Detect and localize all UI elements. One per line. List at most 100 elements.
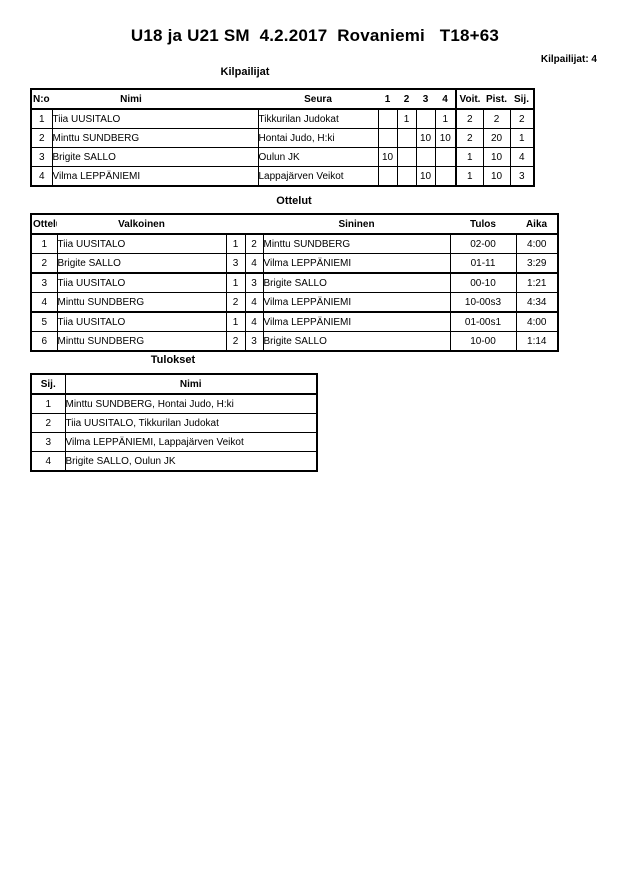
cell-blue: Brigite SALLO bbox=[262, 272, 451, 293]
table-row: 2 Brigite SALLO 3 4 Vilma LEPPÄNIEMI 01-… bbox=[30, 253, 559, 274]
cell-no: 3 bbox=[30, 147, 53, 167]
cell-club: Tikkurilan Judokat bbox=[257, 108, 379, 129]
cell-result: 10-00 bbox=[449, 331, 517, 352]
col-header-m2: 2 bbox=[397, 88, 416, 110]
competitors-header-row: N:o Nimi Seura 1 2 3 4 Voit. Pist. Sij. bbox=[31, 88, 534, 110]
cell-no: 4 bbox=[30, 166, 53, 187]
table-row: 1 Tiia UUSITALO Tikkurilan Judokat 1 1 2… bbox=[30, 108, 535, 129]
matches-table: Ottelu Valkoinen Sininen Tulos Aika 1 Ti… bbox=[30, 213, 559, 352]
cell-place: 4 bbox=[30, 451, 66, 472]
cell-wins: 1 bbox=[455, 166, 484, 187]
cell-place: 1 bbox=[30, 393, 66, 414]
cell-place: 2 bbox=[509, 108, 535, 129]
cell-m3: 10 bbox=[415, 128, 436, 148]
cell-blue: Vilma LEPPÄNIEMI bbox=[262, 292, 451, 313]
cell-time: 1:14 bbox=[515, 331, 559, 352]
cell-m4: 10 bbox=[434, 128, 457, 148]
cell-m2: 1 bbox=[396, 108, 417, 129]
page-title: U18 ja U21 SM 4.2.2017 Rovaniemi T18+63 bbox=[130, 26, 500, 45]
table-row: 1 Minttu SUNDBERG, Hontai Judo, H:ki bbox=[30, 393, 318, 414]
table-row: 4 Vilma LEPPÄNIEMI Lappajärven Veikot 10… bbox=[30, 166, 535, 187]
cell-white-no: 2 bbox=[225, 331, 246, 352]
cell-time: 4:00 bbox=[515, 311, 559, 332]
cell-name: Tiia UUSITALO bbox=[51, 108, 259, 129]
cell-white-no: 1 bbox=[225, 233, 246, 254]
results-section-heading: Tulokset bbox=[150, 354, 196, 366]
col-header-time: Aika bbox=[516, 213, 558, 235]
col-header-m1: 1 bbox=[378, 88, 397, 110]
cell-blue-no: 4 bbox=[244, 292, 264, 313]
table-row: 2 Tiia UUSITALO, Tikkurilan Judokat bbox=[30, 413, 318, 433]
col-header-wins: Voit. bbox=[455, 88, 483, 110]
cell-m3 bbox=[415, 108, 436, 129]
cell-white: Tiia UUSITALO bbox=[56, 233, 227, 254]
cell-time: 1:21 bbox=[515, 272, 559, 293]
cell-m1 bbox=[377, 128, 398, 148]
cell-m3 bbox=[415, 147, 436, 167]
col-header-place: Sij. bbox=[30, 373, 65, 395]
col-header-no: N:o bbox=[31, 88, 52, 110]
col-header-club: Seura bbox=[258, 88, 378, 110]
table-row: 3 Brigite SALLO Oulun JK 10 1 10 4 bbox=[30, 147, 535, 167]
cell-blue-no: 4 bbox=[244, 253, 264, 274]
table-row: 4 Brigite SALLO, Oulun JK bbox=[30, 451, 318, 472]
competitors-table: N:o Nimi Seura 1 2 3 4 Voit. Pist. Sij. … bbox=[30, 88, 535, 187]
cell-m3: 10 bbox=[415, 166, 436, 187]
cell-name: Vilma LEPPÄNIEMI bbox=[51, 166, 259, 187]
cell-white-no: 1 bbox=[225, 272, 246, 293]
cell-m1 bbox=[377, 108, 398, 129]
cell-time: 3:29 bbox=[515, 253, 559, 274]
cell-place: 1 bbox=[509, 128, 535, 148]
col-header-name: Nimi bbox=[64, 373, 317, 395]
cell-place: 4 bbox=[509, 147, 535, 167]
cell-place: 2 bbox=[30, 413, 66, 433]
cell-blue-no: 3 bbox=[244, 331, 264, 352]
cell-blue-no: 2 bbox=[244, 233, 264, 254]
cell-name: Brigite SALLO, Oulun JK bbox=[64, 451, 318, 472]
col-header-place: Sij. bbox=[510, 88, 534, 110]
col-header-blue: Sininen bbox=[263, 213, 450, 235]
cell-match-no: 4 bbox=[30, 292, 58, 313]
cell-result: 01-11 bbox=[449, 253, 517, 274]
col-header-result: Tulos bbox=[450, 213, 516, 235]
cell-match-no: 1 bbox=[30, 233, 58, 254]
table-row: 3 Vilma LEPPÄNIEMI, Lappajärven Veikot bbox=[30, 432, 318, 452]
table-row: 2 Minttu SUNDBERG Hontai Judo, H:ki 10 1… bbox=[30, 128, 535, 148]
cell-white-no: 1 bbox=[225, 311, 246, 332]
cell-blue: Vilma LEPPÄNIEMI bbox=[262, 253, 451, 274]
cell-time: 4:00 bbox=[515, 233, 559, 254]
cell-time: 4:34 bbox=[515, 292, 559, 313]
cell-points: 10 bbox=[482, 147, 511, 167]
cell-result: 02-00 bbox=[449, 233, 517, 254]
cell-match-no: 2 bbox=[30, 253, 58, 274]
cell-white: Brigite SALLO bbox=[56, 253, 227, 274]
col-header-m3: 3 bbox=[416, 88, 435, 110]
cell-m4: 1 bbox=[434, 108, 457, 129]
col-header-blue-no bbox=[245, 213, 263, 235]
cell-blue-no: 4 bbox=[244, 311, 264, 332]
cell-result: 10-00s3 bbox=[449, 292, 517, 313]
cell-name: Minttu SUNDBERG bbox=[51, 128, 259, 148]
cell-white-no: 2 bbox=[225, 292, 246, 313]
cell-name: Tiia UUSITALO, Tikkurilan Judokat bbox=[64, 413, 318, 433]
results-header-row: Sij. Nimi bbox=[30, 373, 317, 395]
cell-result: 01-00s1 bbox=[449, 311, 517, 332]
table-row: 6 Minttu SUNDBERG 2 3 Brigite SALLO 10-0… bbox=[30, 331, 559, 352]
cell-name: Minttu SUNDBERG, Hontai Judo, H:ki bbox=[64, 393, 318, 414]
cell-match-no: 5 bbox=[30, 311, 58, 332]
col-header-match-no: Ottelu bbox=[31, 213, 57, 235]
cell-blue-no: 3 bbox=[244, 272, 264, 293]
cell-m1 bbox=[377, 166, 398, 187]
matches-header-row: Ottelu Valkoinen Sininen Tulos Aika bbox=[31, 213, 558, 235]
col-header-name: Nimi bbox=[52, 88, 258, 110]
cell-points: 2 bbox=[482, 108, 511, 129]
cell-white: Minttu SUNDBERG bbox=[56, 292, 227, 313]
cell-name: Vilma LEPPÄNIEMI, Lappajärven Veikot bbox=[64, 432, 318, 452]
cell-place: 3 bbox=[30, 432, 66, 452]
cell-blue: Vilma LEPPÄNIEMI bbox=[262, 311, 451, 332]
competitors-section-heading: Kilpailijat bbox=[220, 66, 270, 78]
cell-wins: 2 bbox=[455, 128, 484, 148]
results-table: Sij. Nimi 1 Minttu SUNDBERG, Hontai Judo… bbox=[30, 373, 318, 472]
cell-place: 3 bbox=[509, 166, 535, 187]
